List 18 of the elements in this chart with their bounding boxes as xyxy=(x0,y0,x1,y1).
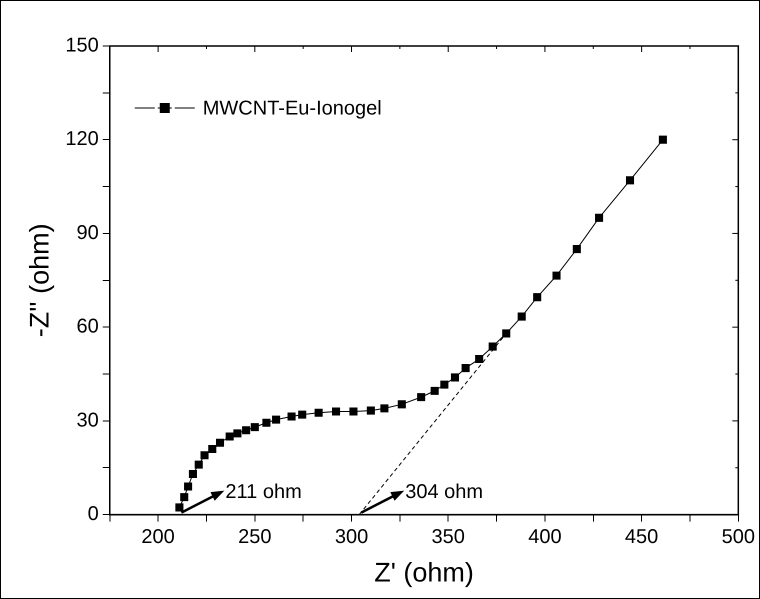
annotation: 211 ohm xyxy=(225,481,302,504)
legend-label: MWCNT-Eu-Ionogel xyxy=(202,98,382,120)
y-axis-title: -Z'' (ohm) xyxy=(24,223,55,338)
x-axis-title: Z' (ohm) xyxy=(374,557,474,588)
y-tick-label: 0 xyxy=(88,503,99,526)
annotation: 304 ohm xyxy=(405,481,484,504)
y-tick-label: 60 xyxy=(76,316,99,338)
x-tick-label: 400 xyxy=(528,526,562,548)
y-tick-label: 120 xyxy=(65,128,99,150)
x-tick-label: 500 xyxy=(722,526,756,548)
x-tick-label: 200 xyxy=(141,526,175,548)
x-tick-label: 300 xyxy=(334,526,368,548)
x-tick-label: 350 xyxy=(432,526,465,548)
x-tick-label: 250 xyxy=(238,526,272,548)
y-tick-label: 90 xyxy=(76,222,99,244)
y-tick-label: 150 xyxy=(65,34,99,57)
x-tick-label: 450 xyxy=(624,526,658,548)
y-tick-label: 30 xyxy=(76,409,99,432)
